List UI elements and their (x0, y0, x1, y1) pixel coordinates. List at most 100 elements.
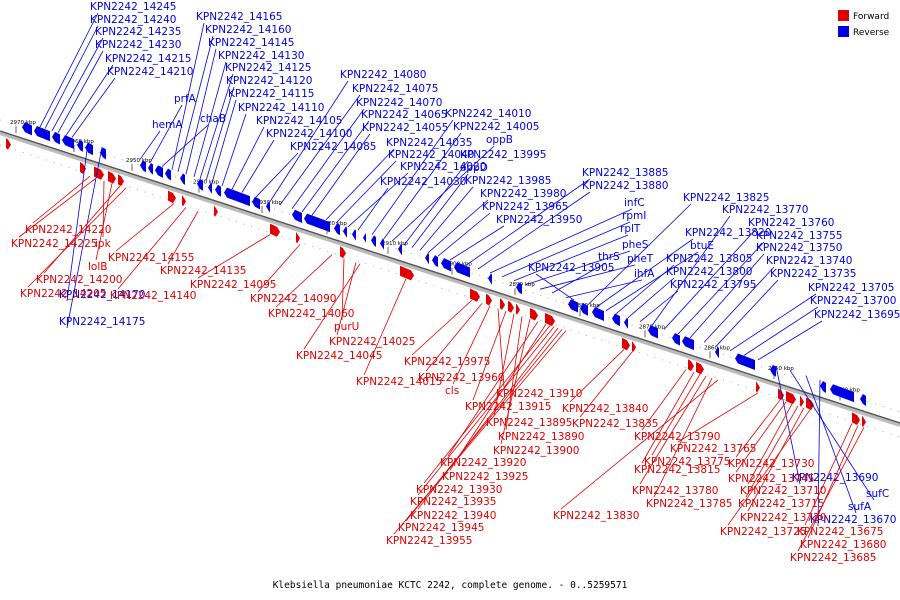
reverse-gene-label[interactable]: KPN2242_14115 (228, 88, 314, 100)
forward-gene-arrow[interactable] (118, 174, 124, 187)
reverse-gene-arrow[interactable] (580, 303, 588, 316)
forward-gene-label[interactable]: KPN2242_13900 (493, 445, 579, 457)
reverse-gene-arrow[interactable] (441, 258, 451, 272)
forward-gene-arrow[interactable] (168, 190, 176, 204)
reverse-gene-label[interactable]: KPN2242_13700 (810, 295, 896, 307)
reverse-gene-label[interactable]: KPN2242_14160 (205, 24, 291, 36)
reverse-gene-label[interactable]: pheT (627, 253, 654, 265)
reverse-gene-arrow[interactable] (612, 313, 620, 327)
reverse-gene-arrow[interactable] (266, 201, 270, 213)
reverse-gene-label[interactable]: KPN2242_13885 (582, 167, 668, 179)
forward-gene-label[interactable]: KPN2242_13895 (486, 417, 572, 429)
forward-gene-label[interactable]: KPN2242_13675 (797, 526, 883, 538)
forward-gene-label[interactable]: KPN2242_14095 (190, 279, 276, 291)
reverse-gene-arrow[interactable] (292, 209, 302, 223)
forward-gene-label[interactable]: KPN2242_13725 (720, 526, 806, 538)
reverse-gene-arrow[interactable] (304, 213, 330, 233)
reverse-gene-label[interactable]: KPN2242_14210 (107, 66, 193, 78)
forward-gene-label[interactable]: KPN2242_13890 (498, 431, 584, 443)
forward-gene-arrow[interactable] (786, 391, 796, 405)
reverse-gene-label[interactable]: KPN2242_14130 (218, 50, 304, 62)
reverse-gene-label[interactable]: KPN2242_13950 (496, 214, 582, 226)
reverse-gene-label[interactable]: KPN2242_14005 (453, 121, 539, 133)
reverse-gene-arrow[interactable] (682, 336, 694, 351)
forward-gene-label[interactable]: KPN2242_13945 (398, 522, 484, 534)
reverse-gene-arrow[interactable] (830, 384, 854, 403)
forward-gene-arrow[interactable] (530, 307, 538, 321)
forward-gene-arrow[interactable] (400, 265, 414, 281)
forward-gene-arrow[interactable] (214, 205, 218, 217)
forward-gene-arrow[interactable] (6, 137, 11, 150)
reverse-gene-label[interactable]: thrS (598, 251, 620, 263)
forward-gene-arrow[interactable] (545, 312, 555, 327)
forward-gene-label[interactable]: KPN2242_13835 (572, 418, 658, 430)
reverse-gene-arrow[interactable] (860, 394, 866, 406)
forward-gene-label[interactable]: KPN2242_13955 (386, 535, 472, 547)
forward-gene-label[interactable]: KPN2242_14060 (268, 308, 354, 320)
reverse-gene-label[interactable]: KPN2242_14100 (266, 128, 352, 140)
forward-gene-arrow[interactable] (508, 300, 514, 313)
forward-gene-label[interactable]: KPN2242_13935 (410, 496, 496, 508)
forward-gene-label[interactable]: KPN2242_13975 (404, 356, 490, 368)
reverse-gene-arrow[interactable] (334, 223, 340, 236)
reverse-gene-label[interactable]: sufA (848, 501, 872, 513)
forward-gene-label[interactable]: KPN2242_13780 (632, 485, 718, 497)
reverse-gene-arrow[interactable] (672, 333, 680, 346)
forward-gene-label[interactable]: purU (334, 321, 359, 333)
forward-gene-label[interactable]: KPN2242_14220 (25, 224, 111, 236)
reverse-gene-arrow[interactable] (148, 163, 153, 175)
forward-gene-label[interactable]: KPN2242_13745 (728, 473, 814, 485)
forward-gene-label[interactable]: KPN2242_13720 (740, 512, 826, 524)
reverse-gene-arrow[interactable] (735, 353, 755, 370)
reverse-gene-label[interactable]: KPN2242_13880 (582, 180, 668, 192)
reverse-gene-arrow[interactable] (592, 307, 604, 321)
reverse-gene-label[interactable]: KPN2242_13695 (814, 309, 900, 321)
reverse-gene-arrow[interactable] (52, 131, 60, 145)
reverse-gene-arrow[interactable] (180, 173, 185, 186)
forward-gene-label[interactable]: KPN2242_13815 (634, 464, 720, 476)
reverse-gene-label[interactable]: pheS (622, 239, 649, 251)
forward-gene-label[interactable]: cls (445, 385, 459, 397)
reverse-gene-arrow[interactable] (425, 252, 429, 265)
reverse-gene-arrow[interactable] (516, 282, 522, 295)
reverse-gene-label[interactable]: KPN2242_14125 (225, 62, 311, 74)
forward-gene-arrow[interactable] (94, 166, 104, 180)
reverse-gene-label[interactable]: infC (624, 197, 645, 209)
reverse-gene-label[interactable]: KPN2242_14170 (59, 289, 145, 301)
reverse-gene-label[interactable]: KPN2242_13965 (482, 201, 568, 213)
forward-gene-arrow[interactable] (622, 337, 630, 351)
forward-gene-label[interactable]: KPN2242_14090 (250, 293, 336, 305)
reverse-gene-arrow[interactable] (363, 232, 366, 244)
reverse-gene-arrow[interactable] (715, 346, 719, 359)
forward-gene-label[interactable]: KPN2242_13790 (634, 431, 720, 443)
reverse-gene-label[interactable]: KPN2242_14120 (226, 75, 312, 87)
reverse-gene-label[interactable]: rplT (620, 223, 641, 235)
forward-gene-label[interactable]: KPN2242_13765 (670, 443, 756, 455)
reverse-gene-label[interactable]: KPN2242_13690 (792, 472, 878, 484)
reverse-gene-label[interactable]: KPN2242_13735 (770, 268, 856, 280)
reverse-gene-arrow[interactable] (208, 182, 212, 194)
reverse-gene-label[interactable]: KPN2242_13995 (460, 149, 546, 161)
reverse-gene-label[interactable]: KPN2242_14165 (196, 11, 282, 23)
reverse-gene-label[interactable]: chaB (200, 113, 226, 125)
reverse-gene-arrow[interactable] (197, 178, 203, 191)
forward-gene-label[interactable]: KPN2242_13830 (553, 510, 639, 522)
forward-gene-arrow[interactable] (296, 232, 300, 244)
reverse-gene-arrow[interactable] (343, 226, 347, 238)
forward-gene-label[interactable]: KPN2242_14155 (108, 252, 194, 264)
forward-gene-label[interactable]: ipk (95, 238, 112, 250)
reverse-gene-label[interactable]: KPN2242_13705 (808, 282, 894, 294)
forward-gene-label[interactable]: KPN2242_13680 (800, 539, 886, 551)
reverse-gene-label[interactable]: KPN2242_14085 (290, 141, 376, 153)
reverse-gene-arrow[interactable] (432, 255, 438, 268)
reverse-gene-label[interactable]: KPN2242_14010 (445, 108, 531, 120)
reverse-gene-arrow[interactable] (568, 299, 578, 313)
reverse-gene-label[interactable]: KPN2242_14030 (380, 176, 466, 188)
reverse-gene-label[interactable]: KPN2242_14035 (386, 137, 472, 149)
reverse-gene-arrow[interactable] (165, 168, 171, 181)
reverse-gene-arrow[interactable] (215, 184, 221, 197)
reverse-gene-label[interactable]: oppD (460, 162, 488, 174)
forward-gene-label[interactable]: KPN2242_13840 (562, 403, 648, 415)
forward-gene-arrow[interactable] (756, 381, 760, 393)
reverse-gene-label[interactable]: KPN2242_13980 (480, 188, 566, 200)
